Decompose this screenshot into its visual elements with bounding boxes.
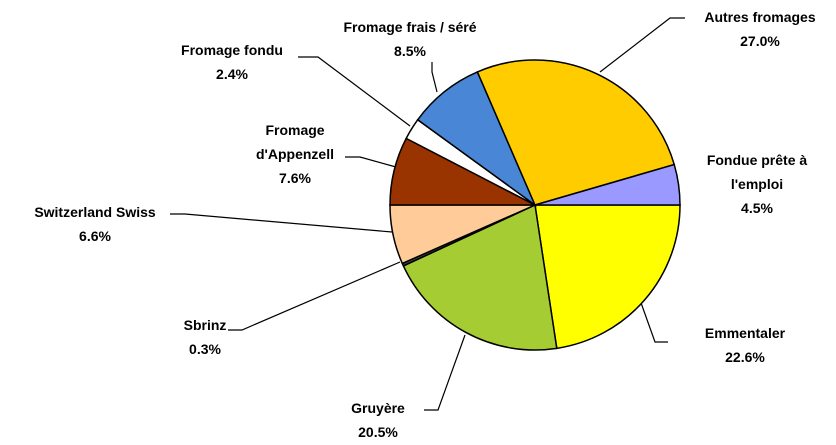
slice: [534, 204, 681, 350]
slice: [476, 59, 676, 206]
value-label: 2.4%: [216, 66, 248, 82]
leader-lines: [170, 17, 685, 411]
slice-label: Fondue prête à l'emploi 4.5%: [697, 148, 817, 220]
slice-label: Sbrinz 0.3%: [165, 313, 245, 361]
slice: [534, 163, 681, 206]
category-label: Fromage fondu: [181, 42, 283, 58]
slice-label: Fromage fondu 2.4%: [162, 38, 302, 86]
category-label: Emmentaler: [704, 325, 786, 341]
slice-label: Emmentaler 22.6%: [685, 321, 805, 369]
value-label: 6.6%: [79, 228, 111, 244]
slice-label: Switzerland Swiss 6.6%: [0, 200, 195, 248]
category-label: Gruyère: [351, 400, 405, 416]
value-label: 0.3%: [189, 341, 221, 357]
slice-label: Gruyère 20.5%: [318, 396, 438, 444]
slice-label: Autres fromages 27.0%: [675, 5, 836, 53]
category-label: Switzerland Swiss: [34, 204, 156, 220]
category-label: Fromage d'Appenzell: [256, 122, 334, 162]
category-label: Sbrinz: [183, 317, 227, 333]
slice-label: Fromage frais / séré 8.5%: [320, 15, 500, 63]
slice-label: Fromage d'Appenzell 7.6%: [240, 118, 350, 190]
slice: [402, 203, 558, 351]
value-label: 27.0%: [740, 33, 780, 49]
category-label: Fondue prête à l'emploi: [706, 152, 808, 192]
category-label: Fromage frais / séré: [343, 19, 477, 35]
value-label: 22.6%: [725, 349, 765, 365]
slices: [389, 59, 681, 351]
value-label: 20.5%: [358, 424, 398, 440]
value-label: 7.6%: [279, 170, 311, 186]
value-label: 8.5%: [394, 43, 426, 59]
category-label: Autres fromages: [704, 9, 816, 25]
value-label: 4.5%: [741, 200, 773, 216]
